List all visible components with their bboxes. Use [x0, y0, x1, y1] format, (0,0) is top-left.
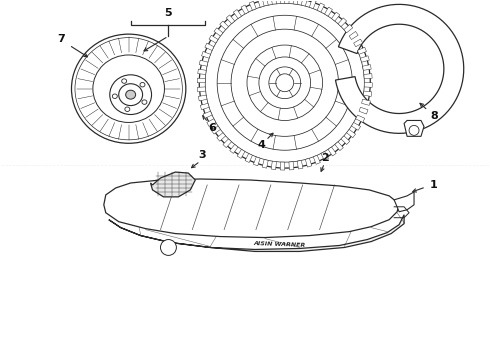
Text: AISIN WARNER: AISIN WARNER — [254, 241, 306, 248]
Polygon shape — [211, 126, 220, 134]
Polygon shape — [258, 0, 264, 7]
Polygon shape — [150, 172, 196, 197]
Polygon shape — [293, 0, 298, 4]
Ellipse shape — [125, 90, 136, 99]
Polygon shape — [305, 158, 312, 167]
Polygon shape — [241, 5, 248, 14]
Polygon shape — [207, 119, 216, 126]
Circle shape — [217, 15, 352, 150]
Circle shape — [199, 0, 370, 168]
Polygon shape — [280, 162, 285, 170]
Ellipse shape — [122, 79, 127, 83]
Text: 2: 2 — [320, 153, 328, 163]
Polygon shape — [351, 122, 361, 130]
Polygon shape — [249, 1, 256, 10]
Polygon shape — [364, 74, 372, 78]
Polygon shape — [356, 115, 365, 122]
Ellipse shape — [125, 107, 130, 112]
Polygon shape — [394, 192, 414, 212]
Polygon shape — [197, 78, 205, 83]
Circle shape — [276, 74, 294, 92]
Ellipse shape — [142, 100, 147, 104]
Polygon shape — [313, 155, 320, 164]
Circle shape — [231, 29, 339, 136]
Polygon shape — [223, 139, 232, 148]
Polygon shape — [245, 153, 252, 162]
Polygon shape — [262, 159, 268, 168]
Polygon shape — [289, 162, 294, 170]
Polygon shape — [336, 4, 464, 133]
Polygon shape — [363, 64, 371, 70]
Polygon shape — [237, 149, 245, 158]
Polygon shape — [332, 12, 340, 21]
Circle shape — [269, 67, 301, 99]
Polygon shape — [205, 43, 214, 50]
Text: 5: 5 — [165, 8, 172, 18]
Text: 4: 4 — [258, 140, 266, 150]
Polygon shape — [349, 31, 358, 40]
Polygon shape — [203, 111, 212, 118]
Polygon shape — [301, 0, 307, 6]
Text: 3: 3 — [198, 150, 206, 160]
Polygon shape — [199, 60, 208, 66]
Polygon shape — [361, 56, 369, 62]
Ellipse shape — [140, 82, 145, 87]
Polygon shape — [364, 83, 372, 87]
Polygon shape — [276, 0, 281, 4]
Polygon shape — [335, 142, 343, 150]
Polygon shape — [109, 215, 404, 251]
Polygon shape — [362, 99, 370, 105]
Circle shape — [409, 125, 419, 135]
Polygon shape — [271, 161, 276, 170]
Polygon shape — [198, 95, 207, 101]
Circle shape — [161, 239, 176, 255]
Ellipse shape — [72, 34, 186, 143]
Polygon shape — [197, 87, 206, 92]
Polygon shape — [338, 18, 346, 27]
Polygon shape — [317, 3, 324, 12]
Polygon shape — [253, 157, 260, 166]
Ellipse shape — [75, 37, 182, 140]
Polygon shape — [198, 69, 206, 75]
Polygon shape — [404, 121, 424, 136]
Ellipse shape — [110, 75, 151, 114]
Polygon shape — [328, 147, 336, 156]
Polygon shape — [359, 107, 368, 114]
Polygon shape — [357, 47, 367, 54]
Text: 7: 7 — [57, 34, 65, 44]
Polygon shape — [217, 133, 226, 141]
Circle shape — [259, 57, 311, 109]
Polygon shape — [364, 91, 372, 96]
Polygon shape — [104, 179, 399, 238]
Polygon shape — [346, 129, 356, 138]
Polygon shape — [297, 161, 303, 169]
Polygon shape — [321, 152, 328, 161]
Polygon shape — [324, 7, 332, 16]
Polygon shape — [309, 0, 316, 9]
Text: 6: 6 — [208, 123, 216, 134]
Circle shape — [247, 45, 322, 121]
Ellipse shape — [119, 84, 143, 105]
Polygon shape — [344, 24, 353, 33]
Ellipse shape — [112, 94, 117, 98]
Polygon shape — [226, 15, 235, 24]
Polygon shape — [267, 0, 272, 5]
Polygon shape — [220, 21, 228, 30]
Polygon shape — [233, 9, 242, 18]
Polygon shape — [214, 28, 223, 36]
Text: 8: 8 — [430, 111, 438, 121]
Polygon shape — [209, 35, 218, 43]
Ellipse shape — [93, 55, 165, 122]
Circle shape — [205, 3, 365, 162]
Polygon shape — [354, 39, 363, 47]
Polygon shape — [341, 136, 350, 144]
Text: 1: 1 — [430, 180, 438, 190]
Polygon shape — [201, 51, 211, 58]
Polygon shape — [230, 144, 238, 153]
Polygon shape — [285, 0, 290, 4]
Polygon shape — [200, 103, 209, 110]
